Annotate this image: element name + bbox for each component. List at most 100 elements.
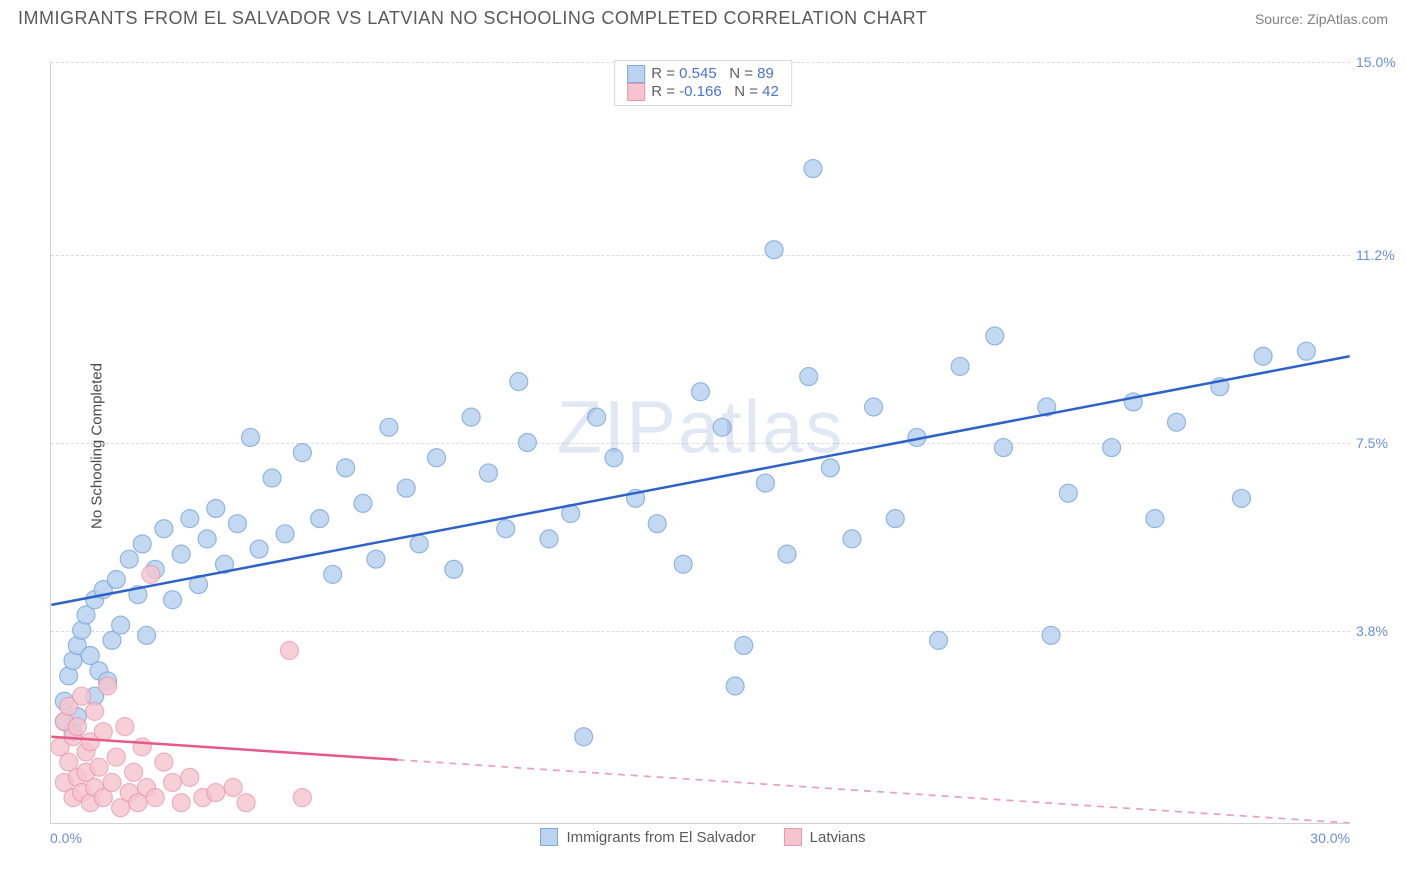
bottom-legend: Immigrants from El Salvador Latvians [0,828,1406,846]
stat-n-label: N = [729,65,757,82]
legend-swatch [540,828,558,846]
scatter-point [263,469,281,487]
scatter-point [518,434,536,452]
scatter-point [1146,510,1164,528]
scatter-point [1297,342,1315,360]
scatter-point [181,768,199,786]
chart-title: IMMIGRANTS FROM EL SALVADOR VS LATVIAN N… [18,8,927,29]
scatter-point [86,702,104,720]
scatter-point [605,449,623,467]
scatter-point [133,738,151,756]
stat-r-value: 0.545 [679,65,717,82]
scatter-point [250,540,268,558]
legend-swatch [627,65,645,83]
scatter-point [428,449,446,467]
legend-item: Latvians [784,828,866,846]
scatter-point [116,718,134,736]
scatter-point [951,357,969,375]
scatter-point [172,794,190,812]
top-legend-row: R = 0.545 N = 89 [627,65,779,83]
scatter-point [397,479,415,497]
scatter-point [155,520,173,538]
scatter-point [726,677,744,695]
scatter-point [181,510,199,528]
scatter-point [674,555,692,573]
scatter-point [142,565,160,583]
scatter-point [138,626,156,644]
scatter-point [293,444,311,462]
scatter-point [843,530,861,548]
scatter-point [479,464,497,482]
scatter-point [380,418,398,436]
scatter-point [648,515,666,533]
scatter-point [778,545,796,563]
regression-line-dashed [398,760,1350,823]
scatter-point [120,550,138,568]
scatter-point [237,794,255,812]
scatter-point [804,160,822,178]
scatter-point [146,789,164,807]
scatter-point [280,642,298,660]
stat-n-value: 89 [757,65,774,82]
scatter-point [756,474,774,492]
source-label: Source: ZipAtlas.com [1255,11,1388,27]
scatter-point [765,241,783,259]
regression-line [51,737,397,760]
scatter-point [107,748,125,766]
scatter-point [68,718,86,736]
scatter-point [103,773,121,791]
stat-r-label: R = [651,83,679,100]
scatter-point [94,723,112,741]
stat-r-label: R = [651,65,679,82]
scatter-point [930,631,948,649]
scatter-point [112,616,130,634]
stat-n-value: 42 [762,83,779,100]
scatter-point [1232,489,1250,507]
top-legend-row: R = -0.166 N = 42 [627,83,779,101]
scatter-point [692,383,710,401]
scatter-point [293,789,311,807]
scatter-point [1103,439,1121,457]
scatter-point [354,494,372,512]
scatter-point [735,636,753,654]
scatter-point [228,515,246,533]
scatter-point [337,459,355,477]
scatter-point [311,510,329,528]
ytick-label: 15.0% [1356,54,1406,70]
scatter-point [588,408,606,426]
scatter-point [886,510,904,528]
scatter-point [198,530,216,548]
scatter-point [207,784,225,802]
scatter-point [445,560,463,578]
scatter-point [497,520,515,538]
ytick-label: 3.8% [1356,623,1406,639]
scatter-point [367,550,385,568]
scatter-point [133,535,151,553]
scatter-point [107,570,125,588]
scatter-point [241,428,259,446]
scatter-point [276,525,294,543]
scatter-point [540,530,558,548]
scatter-point [207,499,225,517]
scatter-point [510,373,528,391]
ytick-label: 7.5% [1356,435,1406,451]
scatter-point [164,773,182,791]
scatter-point [90,758,108,776]
scatter-point [99,677,117,695]
stat-n-label: N = [734,83,762,100]
plot-area: ZIPatlas 3.8%7.5%11.2%15.0% [50,62,1350,824]
scatter-point [800,368,818,386]
scatter-point [125,763,143,781]
scatter-point [865,398,883,416]
scatter-point [324,565,342,583]
scatter-point [155,753,173,771]
legend-item: Immigrants from El Salvador [540,828,755,846]
scatter-point [172,545,190,563]
scatter-point [1254,347,1272,365]
legend-swatch [784,828,802,846]
scatter-point [224,778,242,796]
scatter-point [994,439,1012,457]
ytick-label: 11.2% [1356,247,1406,263]
legend-label: Immigrants from El Salvador [566,829,755,846]
stat-r-value: -0.166 [679,83,722,100]
